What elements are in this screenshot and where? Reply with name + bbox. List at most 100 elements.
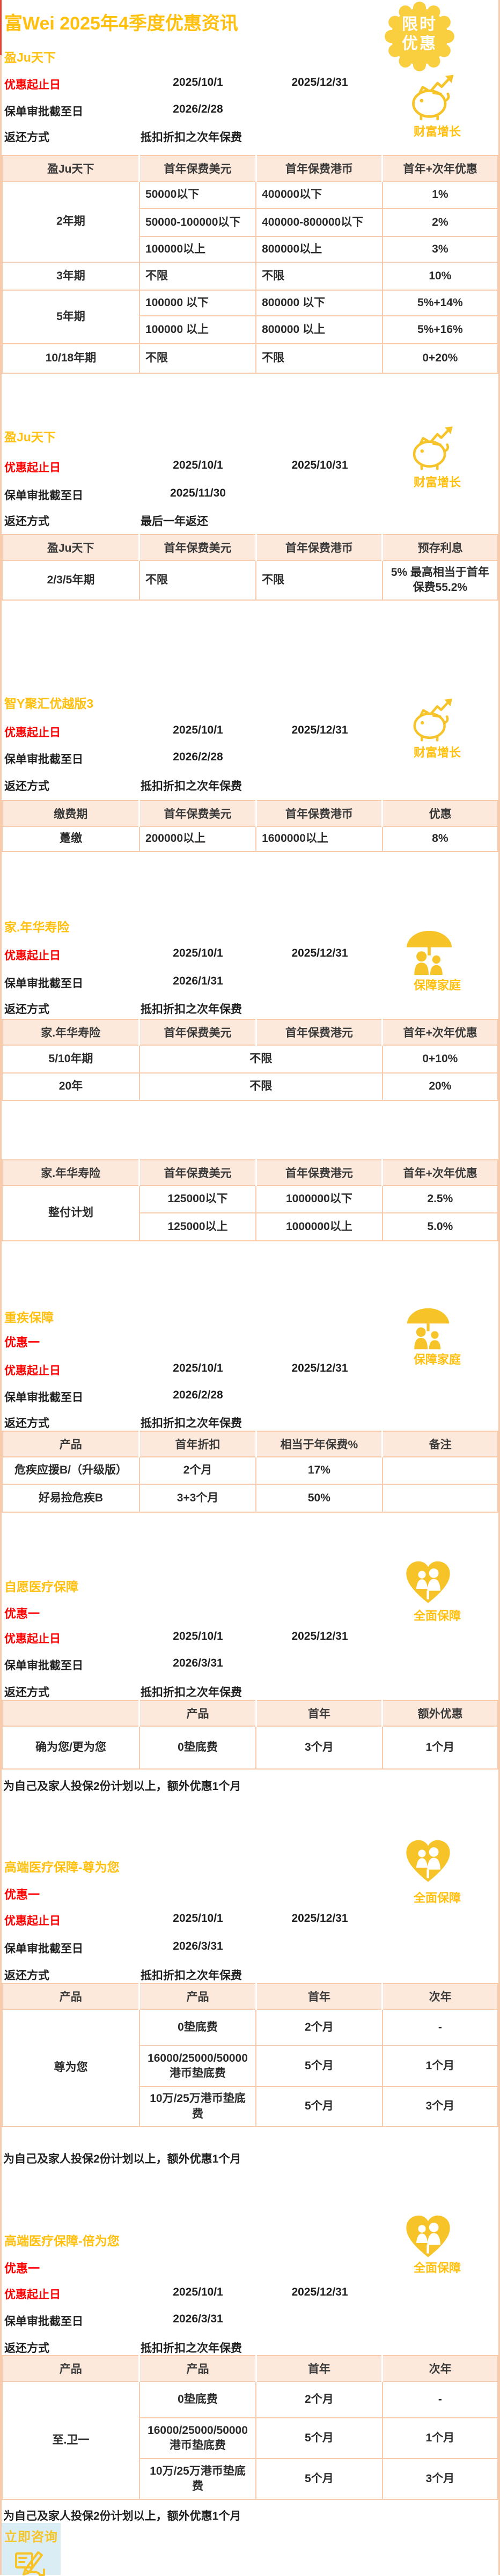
section-title: 高端医疗保障-倍为您 [4, 2234, 120, 2248]
piggy-growth-icon [403, 421, 466, 471]
field-row: 保单审批截至日 2026/2/28 [0, 1389, 500, 1404]
table-cell: 整付计划 [2, 1185, 140, 1241]
table-cell: 3个月 [381, 2458, 499, 2500]
section-title: 自愿医疗保障 [4, 1580, 78, 1594]
table-row: 16000/25000/50000港币垫底费 5个月 1个月 [2, 2045, 499, 2087]
field-label: 返还方式 [4, 780, 49, 793]
offer-table-wrap: 产品 首年 额外优惠 确为您/更为您 0垫底费 3个月 1个月 [2, 1700, 499, 1770]
field-value: 2025/10/1 [173, 76, 223, 88]
field-row: 返还方式 最后一年返还 [0, 513, 500, 528]
field-row: 保单审批截至日 2026/2/28 [0, 103, 500, 118]
table-cell: 不限 [255, 560, 383, 601]
table-row: 2年期 50000以下 400000以下 1% [2, 181, 499, 263]
column-header: 首年保费美元 [138, 1019, 257, 1046]
column-header: 首年保费港币 [255, 534, 383, 561]
field-row: 保单审批截至日 2026/3/31 [0, 1657, 500, 1672]
table-cell: 不限 [138, 560, 257, 601]
icon-label: 财富增长 [413, 125, 461, 138]
field-label: 保单审批截至日 [4, 753, 83, 766]
field-value: 2025/10/1 [173, 1630, 223, 1642]
field-value: 2026/1/31 [173, 975, 223, 987]
consult-now-label: 立即咨询 [4, 2530, 58, 2544]
offer-table-wrap: 盈Ju天下 首年保费美元 首年保费港币 首年+次年优惠 2年期 50000以下 400000… [2, 155, 499, 374]
field-label: 优惠起止日 [4, 2289, 61, 2301]
offer-table: 产品 产品 首年 次年 尊为您 0垫底费 2个月 -16000/25000/50000港币垫底… [2, 1983, 499, 2127]
table-cell: 5/10年期 [2, 1045, 140, 1074]
column-header: 首年保费美元 [138, 1159, 257, 1186]
table-cell: 确为您/更为您 [2, 1726, 140, 1770]
limited-time-offer-badge-icon [385, 2, 454, 71]
section-title: 家.年华寿险 [4, 920, 70, 934]
offer-table: 家.年华寿险 首年保费美元 首年保费港元 首年+次年优惠 5/10年期 不限 0+10% 20… [2, 1019, 499, 1101]
table-row: 100000 以上 800000 以上 5%+16% [2, 315, 499, 344]
table-cell: 100000 以上 [138, 315, 257, 344]
table-cell: 5个月 [255, 2458, 383, 2500]
table-cell: 800000 以上 [255, 315, 383, 344]
table-cell: 200000以上 [138, 826, 257, 852]
field-value: 最后一年返还 [141, 515, 208, 528]
table-cell: 1000000以下 [255, 1185, 383, 1213]
table-row: 躉缴 200000以上 1600000以上 8% [2, 826, 499, 852]
table-cell: 2个月 [255, 2009, 383, 2046]
table-cell: 0+10% [381, 1045, 499, 1074]
field-value: 2025/10/1 [173, 1362, 223, 1374]
table-cell: 1个月 [381, 1726, 499, 1770]
column-header: 盈Ju天下 [2, 534, 140, 561]
field-value: 抵扣折扣之次年保费 [141, 1417, 242, 1430]
offer-table: 盈Ju天下 首年保费美元 首年保费港币 预存利息 2/3/5年期 不限 不限 5% 最高相当于… [2, 534, 499, 601]
table-row: 尊为您 0垫底费 2个月 - [2, 2009, 499, 2127]
piggy-growth-icon [403, 694, 466, 742]
section-title: 盈Ju天下 [4, 50, 56, 64]
section-title: 盈Ju天下 [4, 430, 56, 444]
table-cell: 3个月 [255, 1726, 383, 1770]
field-value: 抵扣折扣之次年保费 [141, 1686, 242, 1699]
table-cell: 躉缴 [2, 826, 140, 852]
field-label: 保单审批截至日 [4, 1943, 83, 1955]
field-label: 保单审批截至日 [4, 1391, 83, 1404]
table-cell: 好易捡危疾B [2, 1484, 140, 1513]
offer-table-wrap: 盈Ju天下 首年保费美元 首年保费港币 预存利息 2/3/5年期 不限 不限 5% 最高相当于… [2, 534, 499, 601]
table-cell: 20% [381, 1072, 499, 1101]
field-label: 返还方式 [4, 2342, 49, 2355]
section-title: 高端医疗保障-尊为您 [4, 1860, 120, 1874]
column-header: 首年折扣 [138, 1431, 257, 1457]
column-header: 盈Ju天下 [2, 155, 140, 182]
heart-family-icon [403, 2215, 466, 2260]
column-header: 产品 [2, 2355, 140, 2382]
field-value: 2025/10/1 [173, 1912, 223, 1924]
field-label: 优惠起止日 [4, 1633, 61, 1645]
field-label: 保单审批截至日 [4, 1660, 83, 1672]
consult-now-button[interactable]: 立即咨询 [2, 2523, 61, 2576]
column-header: 首年+次年优惠 [381, 155, 499, 182]
section-note: 为自己及家人投保2份计划以上，额外优惠1个月 [3, 2510, 241, 2522]
field-value: 2026/2/28 [173, 1389, 223, 1401]
table-row: 确为您/更为您 0垫底费 3个月 1个月 [2, 1726, 499, 1770]
table-cell: 3+3个月 [138, 1484, 257, 1513]
field-row: 保单审批截至日 2026/3/31 [0, 1940, 500, 1955]
field-value: 抵扣折扣之次年保费 [141, 780, 242, 793]
column-header: 首年保费港币 [255, 800, 383, 827]
field-value: 2025/12/31 [291, 1362, 348, 1374]
field-value: 2025/10/1 [173, 2286, 223, 2298]
sign-document-icon [15, 2551, 45, 2576]
column-header: 首年保费美元 [138, 800, 257, 827]
table-cell: 50% [255, 1484, 383, 1513]
table-row: 至.卫一 0垫底费 2个月 - [2, 2381, 499, 2500]
table-cell: 20年 [2, 1072, 140, 1101]
column-header: 备注 [381, 1431, 499, 1457]
field-label: 返还方式 [4, 1417, 49, 1430]
field-label: 保单审批截至日 [4, 106, 83, 118]
promo-label: 优惠一 [4, 1607, 40, 1620]
table-cell: 不限 [138, 343, 257, 374]
field-row: 保单审批截至日 2026/1/31 [0, 975, 500, 990]
field-value: 2025/11/30 [170, 487, 226, 499]
column-header: 预存利息 [381, 534, 499, 561]
offer-table: 盈Ju天下 首年保费美元 首年保费港币 首年+次年优惠 2年期 50000以下 400000… [2, 155, 499, 374]
field-value: 抵扣折扣之次年保费 [141, 1003, 242, 1016]
table-row: 好易捡危疾B 3+3个月 50% [2, 1484, 499, 1513]
table-cell: 125000以下 [138, 1185, 257, 1213]
table-cell: 10/18年期 [2, 343, 140, 374]
column-header: 首年保费港币 [255, 155, 383, 182]
field-label: 返还方式 [4, 515, 49, 528]
limited-time-offer-badge-text: 限时 优惠 [402, 16, 437, 53]
